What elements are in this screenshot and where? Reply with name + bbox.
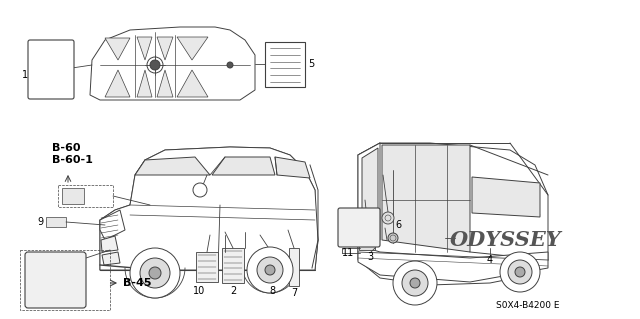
Text: B-45: B-45 <box>123 278 152 288</box>
Text: 5: 5 <box>308 59 314 69</box>
Polygon shape <box>105 70 130 97</box>
Bar <box>359 225 375 250</box>
Text: 11: 11 <box>342 248 354 258</box>
Polygon shape <box>157 70 173 97</box>
Circle shape <box>410 278 420 288</box>
Bar <box>289 248 299 286</box>
Polygon shape <box>100 210 125 240</box>
Polygon shape <box>358 143 380 240</box>
Polygon shape <box>275 157 310 178</box>
Polygon shape <box>157 37 173 60</box>
Polygon shape <box>177 37 208 60</box>
Polygon shape <box>212 157 275 175</box>
Text: B-60: B-60 <box>52 143 81 153</box>
Text: 9: 9 <box>38 217 44 227</box>
Polygon shape <box>102 252 120 265</box>
FancyBboxPatch shape <box>28 40 74 99</box>
Bar <box>265 253 280 285</box>
Bar <box>222 248 244 283</box>
Circle shape <box>149 267 161 279</box>
Circle shape <box>140 258 170 288</box>
Bar <box>58 185 113 207</box>
Polygon shape <box>472 177 540 217</box>
FancyBboxPatch shape <box>25 252 86 308</box>
Polygon shape <box>137 70 152 97</box>
FancyBboxPatch shape <box>360 229 380 247</box>
Polygon shape <box>358 245 548 282</box>
Circle shape <box>130 248 180 298</box>
Circle shape <box>382 212 394 224</box>
Polygon shape <box>358 143 548 285</box>
Bar <box>265 42 305 87</box>
Text: B-60-1: B-60-1 <box>52 155 93 165</box>
Circle shape <box>515 267 525 277</box>
Circle shape <box>247 247 293 293</box>
Polygon shape <box>101 236 118 252</box>
Text: S0X4-B4200 E: S0X4-B4200 E <box>497 300 560 309</box>
Text: 4: 4 <box>487 255 493 265</box>
Circle shape <box>257 257 283 283</box>
Circle shape <box>388 233 398 243</box>
Text: 7: 7 <box>291 288 297 298</box>
Circle shape <box>500 252 540 292</box>
Circle shape <box>193 183 207 197</box>
Polygon shape <box>362 148 378 235</box>
Polygon shape <box>100 147 318 270</box>
Polygon shape <box>90 27 255 100</box>
Text: 8: 8 <box>269 286 275 296</box>
Polygon shape <box>137 37 152 60</box>
Polygon shape <box>135 157 210 175</box>
Circle shape <box>227 62 233 68</box>
Text: 1: 1 <box>22 70 28 80</box>
Polygon shape <box>382 145 470 252</box>
Text: 2: 2 <box>230 286 236 296</box>
Circle shape <box>265 265 275 275</box>
Bar <box>62 188 84 204</box>
Bar <box>46 217 66 227</box>
Bar <box>20 250 110 310</box>
Bar <box>196 252 218 282</box>
FancyBboxPatch shape <box>338 208 380 247</box>
Circle shape <box>393 261 437 305</box>
Text: ODYSSEY: ODYSSEY <box>450 230 562 250</box>
Text: 10: 10 <box>193 286 205 296</box>
Circle shape <box>402 270 428 296</box>
Polygon shape <box>105 38 130 60</box>
Text: 3: 3 <box>367 252 373 262</box>
Polygon shape <box>177 70 208 97</box>
Circle shape <box>150 60 160 70</box>
Text: 6: 6 <box>395 220 401 230</box>
Circle shape <box>508 260 532 284</box>
